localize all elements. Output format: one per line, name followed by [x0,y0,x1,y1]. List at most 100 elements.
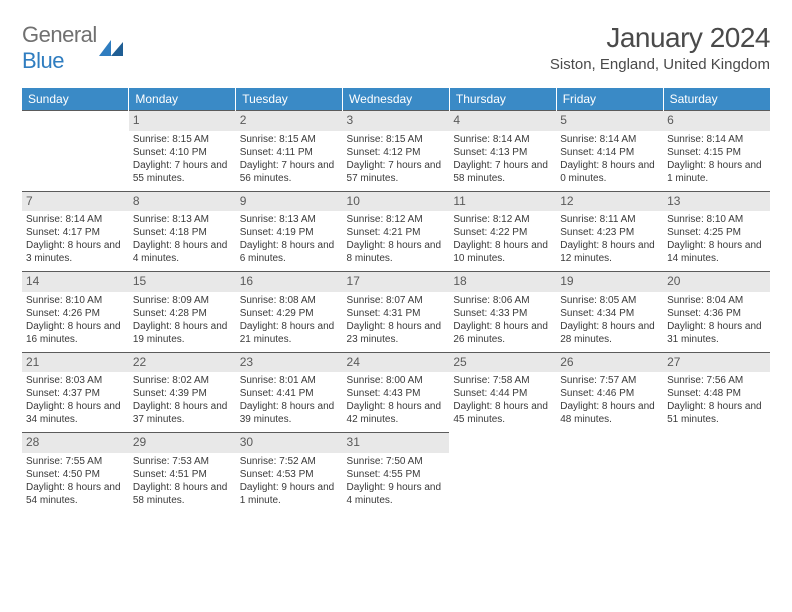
sunrise-text: Sunrise: 7:53 AM [133,455,232,468]
calendar-cell: 13Sunrise: 8:10 AMSunset: 4:25 PMDayligh… [663,191,770,272]
daylight-text: Daylight: 8 hours and 12 minutes. [560,239,659,265]
sunrise-text: Sunrise: 8:02 AM [133,374,232,387]
sunset-text: Sunset: 4:14 PM [560,146,659,159]
sunset-text: Sunset: 4:22 PM [453,226,552,239]
day-number: 6 [663,111,770,131]
sunrise-text: Sunrise: 7:55 AM [26,455,125,468]
sunset-text: Sunset: 4:46 PM [560,387,659,400]
day-number: 24 [343,353,450,373]
sunrise-text: Sunrise: 8:15 AM [133,133,232,146]
logo-mark-icon [99,38,125,56]
calendar-cell [22,111,129,192]
daylight-text: Daylight: 7 hours and 57 minutes. [347,159,446,185]
day-number: 18 [449,272,556,292]
sunset-text: Sunset: 4:19 PM [240,226,339,239]
sunset-text: Sunset: 4:51 PM [133,468,232,481]
sunset-text: Sunset: 4:33 PM [453,307,552,320]
sunset-text: Sunset: 4:53 PM [240,468,339,481]
calendar-cell: 20Sunrise: 8:04 AMSunset: 4:36 PMDayligh… [663,272,770,353]
sunset-text: Sunset: 4:23 PM [560,226,659,239]
calendar-cell: 6Sunrise: 8:14 AMSunset: 4:15 PMDaylight… [663,111,770,192]
day-number: 19 [556,272,663,292]
calendar-cell: 25Sunrise: 7:58 AMSunset: 4:44 PMDayligh… [449,352,556,433]
calendar-cell: 31Sunrise: 7:50 AMSunset: 4:55 PMDayligh… [343,433,450,513]
sunrise-text: Sunrise: 8:10 AM [26,294,125,307]
sunrise-text: Sunrise: 7:58 AM [453,374,552,387]
sunrise-text: Sunrise: 8:05 AM [560,294,659,307]
day-number: 28 [22,433,129,453]
sunrise-text: Sunrise: 8:08 AM [240,294,339,307]
sunset-text: Sunset: 4:10 PM [133,146,232,159]
sunrise-text: Sunrise: 8:14 AM [667,133,766,146]
calendar-cell: 21Sunrise: 8:03 AMSunset: 4:37 PMDayligh… [22,352,129,433]
calendar-cell [663,433,770,513]
sunrise-text: Sunrise: 7:52 AM [240,455,339,468]
sunrise-text: Sunrise: 7:57 AM [560,374,659,387]
sunset-text: Sunset: 4:28 PM [133,307,232,320]
calendar-cell [449,433,556,513]
calendar-cell [556,433,663,513]
sunrise-text: Sunrise: 8:01 AM [240,374,339,387]
daylight-text: Daylight: 7 hours and 55 minutes. [133,159,232,185]
location-text: Siston, England, United Kingdom [550,56,770,73]
calendar-cell: 23Sunrise: 8:01 AMSunset: 4:41 PMDayligh… [236,352,343,433]
sunset-text: Sunset: 4:55 PM [347,468,446,481]
sunrise-text: Sunrise: 8:15 AM [240,133,339,146]
day-number: 4 [449,111,556,131]
sunrise-text: Sunrise: 7:56 AM [667,374,766,387]
day-number: 23 [236,353,343,373]
sunrise-text: Sunrise: 8:12 AM [453,213,552,226]
daylight-text: Daylight: 8 hours and 31 minutes. [667,320,766,346]
calendar-cell: 1 Sunrise: 8:15 AMSunset: 4:10 PMDaylight… [129,111,236,192]
day-number: 25 [449,353,556,373]
sunset-text: Sunset: 4:44 PM [453,387,552,400]
calendar-cell: 14Sunrise: 8:10 AMSunset: 4:26 PMDayligh… [22,272,129,353]
daylight-text: Daylight: 8 hours and 6 minutes. [240,239,339,265]
sunset-text: Sunset: 4:18 PM [133,226,232,239]
calendar-cell: 24Sunrise: 8:00 AMSunset: 4:43 PMDayligh… [343,352,450,433]
calendar-cell: 7Sunrise: 8:14 AMSunset: 4:17 PMDaylight… [22,191,129,272]
daylight-text: Daylight: 8 hours and 28 minutes. [560,320,659,346]
daylight-text: Daylight: 8 hours and 10 minutes. [453,239,552,265]
sunset-text: Sunset: 4:21 PM [347,226,446,239]
day-number: 1 [129,111,236,131]
sunrise-text: Sunrise: 8:13 AM [240,213,339,226]
daylight-text: Daylight: 8 hours and 8 minutes. [347,239,446,265]
calendar-cell: 15Sunrise: 8:09 AMSunset: 4:28 PMDayligh… [129,272,236,353]
calendar-row: 1Sunrise: 8:15 AMSunset: 4:10 PMDaylight… [22,111,770,192]
sunset-text: Sunset: 4:50 PM [26,468,125,481]
calendar-cell: 8Sunrise: 8:13 AMSunset: 4:18 PMDaylight… [129,191,236,272]
calendar-body: 1Sunrise: 8:15 AMSunset: 4:10 PMDaylight… [22,111,770,513]
daylight-text: Daylight: 8 hours and 58 minutes. [133,481,232,507]
header: General Blue January 2024 Siston, Englan… [22,22,770,74]
calendar-cell: 27Sunrise: 7:56 AMSunset: 4:48 PMDayligh… [663,352,770,433]
sunrise-text: Sunrise: 8:14 AM [560,133,659,146]
daylight-text: Daylight: 8 hours and 21 minutes. [240,320,339,346]
sunset-text: Sunset: 4:41 PM [240,387,339,400]
calendar-row: 14Sunrise: 8:10 AMSunset: 4:26 PMDayligh… [22,272,770,353]
sunrise-text: Sunrise: 7:50 AM [347,455,446,468]
sunset-text: Sunset: 4:43 PM [347,387,446,400]
sunset-text: Sunset: 4:17 PM [26,226,125,239]
daylight-text: Daylight: 9 hours and 1 minute. [240,481,339,507]
daylight-text: Daylight: 7 hours and 58 minutes. [453,159,552,185]
day-header: Tuesday [236,88,343,111]
sunrise-text: Sunrise: 8:12 AM [347,213,446,226]
day-number: 10 [343,192,450,212]
day-number: 22 [129,353,236,373]
logo-text: General Blue [22,22,97,74]
calendar-head: SundayMondayTuesdayWednesdayThursdayFrid… [22,88,770,111]
day-number: 2 [236,111,343,131]
day-number: 29 [129,433,236,453]
daylight-text: Daylight: 8 hours and 54 minutes. [26,481,125,507]
calendar-cell: 9Sunrise: 8:13 AMSunset: 4:19 PMDaylight… [236,191,343,272]
calendar-cell: 11Sunrise: 8:12 AMSunset: 4:22 PMDayligh… [449,191,556,272]
daylight-text: Daylight: 8 hours and 51 minutes. [667,400,766,426]
sunrise-text: Sunrise: 8:09 AM [133,294,232,307]
daylight-text: Daylight: 8 hours and 23 minutes. [347,320,446,346]
sunset-text: Sunset: 4:39 PM [133,387,232,400]
sunrise-text: Sunrise: 8:14 AM [26,213,125,226]
calendar-cell: 30Sunrise: 7:52 AMSunset: 4:53 PMDayligh… [236,433,343,513]
sunrise-text: Sunrise: 8:04 AM [667,294,766,307]
calendar-cell: 29 Sunrise: 7:53 AMSunset: 4:51 PMDayligh… [129,433,236,513]
